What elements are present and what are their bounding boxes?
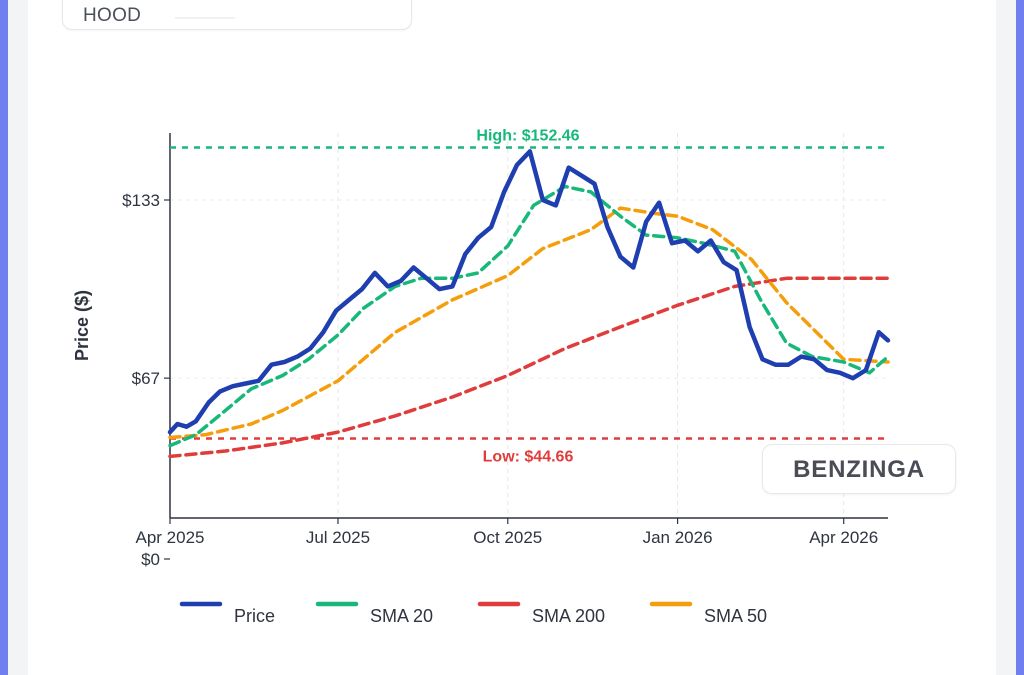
x-tick-label: Jul 2025: [306, 528, 370, 547]
chart-card: [28, 0, 996, 675]
series-line-sma20: [168, 184, 890, 448]
series-line-price: [167, 149, 891, 435]
ticker-underline: [175, 17, 235, 19]
y-tick-label: $67: [132, 369, 160, 388]
y-tick-label: $133: [122, 191, 160, 210]
x-tick-label: Apr 2025: [136, 528, 205, 547]
low-annotation-label: Low: $44.66: [483, 448, 574, 465]
series-line-sma50: [168, 206, 890, 440]
x-tick-label: Oct 2025: [473, 528, 542, 547]
legend-item: Price: [179, 601, 275, 626]
legend-label: SMA 200: [532, 606, 605, 626]
x-tick-label: Jan 2026: [643, 528, 713, 547]
series-line-sma200: [168, 276, 890, 459]
benzinga-logo: BENZINGA: [762, 444, 956, 494]
logo-text: BENZINGA: [793, 456, 925, 483]
ticker-input[interactable]: HOOD: [62, 0, 412, 30]
ticker-symbol: HOOD: [83, 5, 142, 26]
legend-label: SMA 50: [704, 606, 767, 626]
legend-item: SMA 200: [477, 601, 605, 626]
y-tick-label: $0: [141, 550, 160, 569]
legend-item: SMA 20: [315, 601, 433, 626]
legend-item: SMA 50: [649, 601, 767, 626]
y-axis-title: Price ($): [72, 290, 92, 361]
legend-label: SMA 20: [370, 606, 433, 626]
x-tick-label: Apr 2026: [809, 528, 878, 547]
high-annotation-label: High: $152.46: [476, 127, 579, 144]
legend-label: Price: [234, 606, 275, 626]
